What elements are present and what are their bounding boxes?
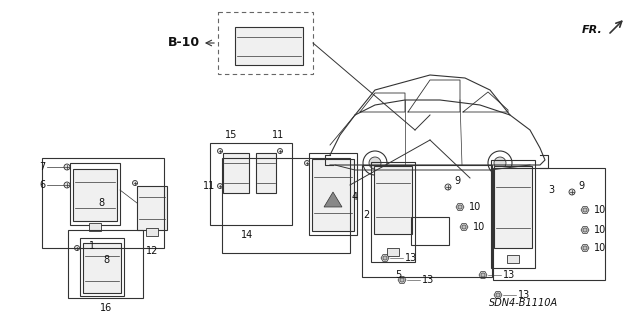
Circle shape bbox=[583, 208, 587, 212]
Bar bbox=[83, 243, 121, 293]
Circle shape bbox=[496, 293, 500, 297]
Circle shape bbox=[481, 273, 485, 277]
Text: 9: 9 bbox=[578, 181, 584, 191]
Circle shape bbox=[400, 278, 404, 282]
Circle shape bbox=[74, 246, 79, 250]
Text: 2: 2 bbox=[363, 210, 369, 220]
Bar bbox=[493, 168, 605, 280]
Bar bbox=[137, 186, 167, 230]
Polygon shape bbox=[381, 255, 389, 262]
Polygon shape bbox=[460, 224, 468, 230]
Bar bbox=[73, 169, 117, 221]
Text: 13: 13 bbox=[518, 290, 531, 300]
Bar bbox=[374, 166, 412, 234]
Circle shape bbox=[488, 151, 512, 175]
Circle shape bbox=[458, 205, 462, 209]
Text: 15: 15 bbox=[225, 130, 237, 140]
Circle shape bbox=[363, 151, 387, 175]
Circle shape bbox=[383, 256, 387, 260]
Circle shape bbox=[218, 149, 223, 153]
Polygon shape bbox=[581, 226, 589, 234]
Circle shape bbox=[278, 149, 282, 153]
Text: 10: 10 bbox=[469, 202, 481, 212]
Polygon shape bbox=[324, 192, 342, 207]
Bar bbox=[68, 230, 143, 298]
Bar bbox=[146, 228, 158, 236]
Text: 10: 10 bbox=[594, 243, 606, 253]
Text: 10: 10 bbox=[594, 225, 606, 235]
Text: 3: 3 bbox=[548, 185, 554, 195]
Text: 13: 13 bbox=[422, 275, 435, 285]
Polygon shape bbox=[398, 277, 406, 284]
Text: 11: 11 bbox=[272, 130, 284, 140]
Circle shape bbox=[445, 184, 451, 190]
Text: 10: 10 bbox=[473, 222, 485, 232]
Bar bbox=[80, 238, 124, 296]
Text: 10: 10 bbox=[594, 205, 606, 215]
Text: 16: 16 bbox=[100, 303, 112, 313]
Bar bbox=[387, 248, 399, 256]
Polygon shape bbox=[581, 206, 589, 213]
Text: 4: 4 bbox=[352, 192, 358, 202]
Text: B-10: B-10 bbox=[168, 36, 200, 49]
Text: 1: 1 bbox=[89, 241, 95, 251]
Text: 12: 12 bbox=[146, 246, 158, 256]
Text: 13: 13 bbox=[405, 253, 417, 263]
Text: 9: 9 bbox=[454, 176, 460, 186]
Text: 6: 6 bbox=[39, 180, 45, 190]
Polygon shape bbox=[479, 271, 487, 278]
Circle shape bbox=[569, 189, 575, 195]
Bar bbox=[491, 160, 535, 268]
Bar bbox=[256, 153, 276, 193]
Text: 5: 5 bbox=[395, 270, 401, 280]
Bar bbox=[507, 255, 519, 263]
Bar bbox=[223, 153, 249, 193]
Bar bbox=[210, 143, 292, 225]
Bar bbox=[309, 153, 357, 235]
Text: 7: 7 bbox=[39, 162, 45, 172]
Bar bbox=[494, 166, 532, 248]
Circle shape bbox=[64, 164, 70, 170]
Circle shape bbox=[369, 157, 381, 169]
Text: 8: 8 bbox=[98, 198, 104, 208]
Polygon shape bbox=[456, 204, 464, 211]
Text: 13: 13 bbox=[503, 270, 515, 280]
Circle shape bbox=[583, 228, 587, 232]
Bar bbox=[312, 159, 354, 231]
Circle shape bbox=[218, 183, 223, 189]
Circle shape bbox=[583, 246, 587, 250]
Bar bbox=[42, 158, 164, 248]
Circle shape bbox=[64, 182, 70, 188]
Text: 11: 11 bbox=[203, 181, 215, 191]
Bar bbox=[218, 12, 313, 74]
Bar bbox=[70, 163, 120, 225]
Polygon shape bbox=[581, 245, 589, 251]
Bar bbox=[234, 27, 303, 65]
Bar bbox=[89, 223, 101, 231]
Circle shape bbox=[132, 181, 138, 186]
Text: 14: 14 bbox=[241, 230, 253, 240]
Bar bbox=[371, 162, 415, 262]
Text: SDN4-B1110A: SDN4-B1110A bbox=[489, 298, 558, 308]
Polygon shape bbox=[494, 292, 502, 299]
Circle shape bbox=[494, 157, 506, 169]
Bar bbox=[362, 165, 492, 277]
Circle shape bbox=[462, 225, 466, 229]
Bar bbox=[411, 217, 449, 245]
Bar bbox=[222, 158, 350, 253]
Text: FR.: FR. bbox=[582, 25, 603, 35]
Circle shape bbox=[305, 160, 310, 166]
Text: 8: 8 bbox=[103, 255, 109, 265]
